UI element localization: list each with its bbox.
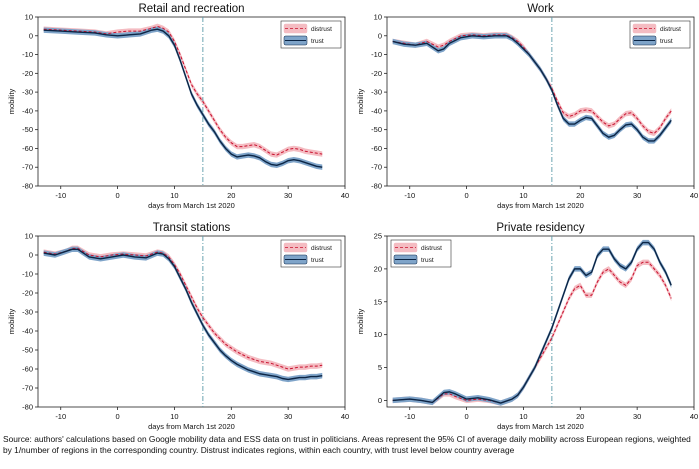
legend-label-trust: trust: [421, 257, 434, 264]
y-tick-label: 10: [374, 13, 382, 22]
x-tick-label: -10: [404, 191, 415, 200]
panel-work: Work 10 0 -10 -20 -30 -40 -50 -60 -70 -80 -10 0 10 20 3…: [356, 3, 698, 210]
x-tick-label: -10: [55, 191, 66, 200]
x-tick-label: 20: [227, 191, 235, 200]
y-tick-label: -70: [22, 384, 33, 393]
legend-label-distrust: distrust: [660, 26, 681, 33]
x-tick-label: 20: [227, 412, 235, 421]
y-axis-label: mobility: [7, 309, 16, 335]
x-tick-label: 40: [690, 191, 698, 200]
x-tick-label: -10: [55, 412, 66, 421]
series-line-trust: [43, 248, 323, 381]
legend: distrust trust: [390, 239, 452, 268]
legend: distrust trust: [280, 20, 342, 49]
y-tick-label: -70: [371, 163, 382, 172]
y-axis-label: mobility: [7, 89, 16, 115]
panel-retail-and-recreation: Retail and recreation 10 0 -10 -20 -30 -40 -50 -…: [7, 3, 349, 210]
x-tick-label: 30: [284, 191, 292, 200]
y-tick-label: 15: [374, 297, 382, 306]
legend-label-distrust: distrust: [421, 245, 442, 252]
series-line-trust: [392, 241, 672, 404]
panel-private-residency: Private residency 25 20 15 10 5 0 -10 0 10 20 30 40 d…: [356, 222, 698, 431]
y-tick-label: -80: [371, 182, 382, 191]
y-axis-label: mobility: [356, 89, 365, 115]
x-axis-label: days from March 1st 2020: [497, 201, 584, 210]
y-tick-label: -10: [22, 50, 33, 59]
legend-label-trust: trust: [311, 38, 324, 45]
y-tick-label: -20: [371, 69, 382, 78]
series-line-distrust: [392, 261, 672, 404]
y-tick-label: 0: [378, 31, 382, 40]
y-tick-label: -60: [22, 365, 33, 374]
y-tick-label: -50: [371, 125, 382, 134]
panel-title: Work: [527, 3, 554, 15]
series-line-trust: [392, 35, 672, 142]
y-tick-label: -80: [22, 403, 33, 412]
y-tick-label: -80: [22, 182, 33, 191]
y-tick-label: 10: [25, 232, 33, 241]
panel-title: Private residency: [496, 222, 584, 234]
y-tick-label: 5: [378, 363, 382, 372]
y-tick-label: 0: [29, 251, 33, 260]
y-tick-label: -70: [22, 163, 33, 172]
legend-label-distrust: distrust: [311, 26, 332, 33]
y-tick-label: 0: [29, 31, 33, 40]
y-tick-label: -40: [22, 327, 33, 336]
y-tick-label: -20: [22, 289, 33, 298]
legend-label-trust: trust: [311, 257, 324, 264]
y-tick-label: -10: [22, 270, 33, 279]
y-tick-label: 0: [378, 396, 382, 405]
legend: distrust trust: [280, 239, 342, 268]
y-axis-label: mobility: [356, 309, 365, 335]
x-tick-label: 30: [284, 412, 292, 421]
x-axis-label: days from March 1st 2020: [497, 422, 584, 431]
panel-title: Transit stations: [153, 222, 231, 234]
series-line-distrust: [43, 247, 323, 370]
panel-transit-stations: Transit stations 10 0 -10 -20 -30 -40 -50 -60 -70…: [7, 222, 349, 431]
x-tick-label: 40: [341, 191, 349, 200]
legend-label-trust: trust: [660, 38, 673, 45]
x-tick-label: 10: [170, 191, 178, 200]
y-tick-label: -60: [22, 144, 33, 153]
x-tick-label: 20: [576, 191, 584, 200]
y-tick-label: -30: [22, 88, 33, 97]
x-tick-label: 0: [465, 412, 469, 421]
x-tick-label: 40: [341, 412, 349, 421]
legend: distrust trust: [629, 20, 691, 49]
source-note: Source: authors' calculations based on G…: [3, 434, 691, 456]
x-tick-label: 10: [519, 191, 527, 200]
x-tick-label: 0: [465, 191, 469, 200]
series-line-distrust: [392, 34, 672, 134]
x-tick-label: 10: [170, 412, 178, 421]
x-tick-label: 0: [116, 412, 120, 421]
y-tick-label: 10: [374, 330, 382, 339]
y-tick-label: -40: [22, 106, 33, 115]
x-tick-label: 40: [690, 412, 698, 421]
y-tick-label: -20: [22, 69, 33, 78]
x-tick-label: 20: [576, 412, 584, 421]
y-tick-label: 20: [374, 264, 382, 273]
x-axis-label: days from March 1st 2020: [148, 201, 235, 210]
y-tick-label: -60: [371, 144, 382, 153]
panel-title: Retail and recreation: [138, 3, 244, 15]
y-tick-label: -40: [371, 106, 382, 115]
y-tick-label: 25: [374, 232, 382, 241]
y-tick-label: -50: [22, 346, 33, 355]
x-tick-label: -10: [404, 412, 415, 421]
y-tick-label: -50: [22, 125, 33, 134]
x-axis-label: days from March 1st 2020: [148, 422, 235, 431]
y-tick-label: -30: [371, 88, 382, 97]
x-tick-label: 10: [519, 412, 527, 421]
y-tick-label: -30: [22, 308, 33, 317]
x-tick-label: 0: [116, 191, 120, 200]
x-tick-label: 30: [633, 191, 641, 200]
legend-label-distrust: distrust: [311, 245, 332, 252]
y-tick-label: 10: [25, 13, 33, 22]
x-tick-label: 30: [633, 412, 641, 421]
y-tick-label: -10: [371, 50, 382, 59]
series-line-distrust: [43, 25, 323, 156]
series-line-trust: [43, 28, 323, 168]
